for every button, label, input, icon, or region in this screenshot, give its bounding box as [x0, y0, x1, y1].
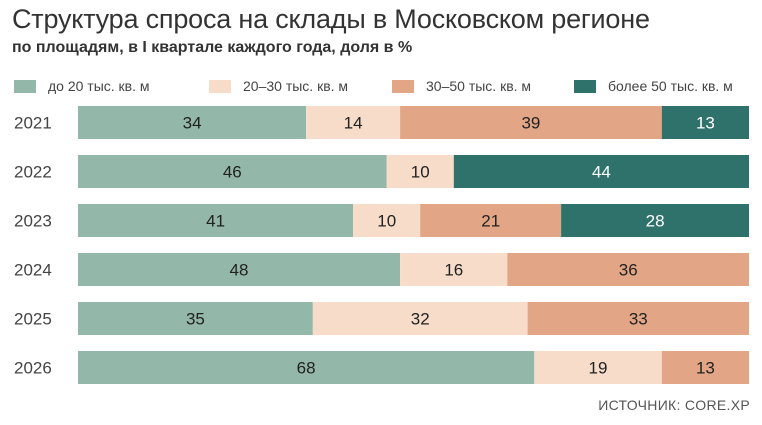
legend-label-series-1: до 20 тыс. кв. м	[48, 78, 150, 94]
data-label-2023-series-4: 28	[646, 212, 665, 231]
year-label-2021: 2021	[14, 114, 52, 133]
data-label-2021-series-4: 13	[696, 114, 715, 133]
data-label-2026-series-3: 13	[696, 359, 715, 378]
bar-2021-series-2	[306, 106, 400, 139]
legend-label-series-2: 20–30 тыс. кв. м	[243, 78, 349, 94]
data-label-2025-series-3: 33	[629, 310, 648, 329]
data-label-2022-series-1: 46	[223, 163, 242, 182]
legend: до 20 тыс. кв. м 20–30 тыс. кв. м 30–50 …	[14, 75, 750, 97]
data-label-2022-series-4: 44	[592, 163, 611, 182]
bar-2021-series-4	[661, 106, 749, 139]
year-label-2026: 2026	[14, 359, 52, 378]
bar-2022-series-1	[78, 155, 387, 188]
chart-title: Структура спроса на склады в Московском …	[12, 4, 650, 34]
data-label-2025-series-1: 35	[186, 310, 205, 329]
bar-2026-series-1	[78, 351, 535, 384]
legend-item-series-4: более 50 тыс. кв. м	[574, 75, 733, 97]
bar-2025-series-3	[527, 302, 749, 335]
bar-2022-series-2	[386, 155, 454, 188]
legend-label-series-3: 30–50 тыс. кв. м	[426, 78, 532, 94]
bar-2025-series-2	[312, 302, 528, 335]
bar-2021-series-3	[400, 106, 662, 139]
legend-swatch-series-3	[392, 79, 414, 93]
legend-item-series-1: до 20 тыс. кв. м	[14, 75, 150, 97]
bar-2023-series-4	[561, 204, 749, 237]
legend-item-series-2: 20–30 тыс. кв. м	[209, 75, 348, 97]
data-label-2023-series-3: 21	[481, 212, 500, 231]
bar-2026-series-3	[661, 351, 749, 384]
bar-2023-series-2	[353, 204, 421, 237]
data-label-2022-series-2: 10	[411, 163, 430, 182]
chart-subtitle: по площадям, в I квартале каждого года, …	[12, 39, 413, 56]
data-label-2024-series-2: 16	[444, 261, 463, 280]
legend-swatch-series-4	[574, 79, 596, 93]
bar-2022-series-4	[453, 155, 749, 188]
bar-2025-series-1	[78, 302, 313, 335]
data-label-2021-series-2: 14	[344, 114, 363, 133]
bar-2026-series-2	[534, 351, 662, 384]
bar-2023-series-1	[78, 204, 354, 237]
year-label-2025: 2025	[14, 310, 52, 329]
data-label-2021-series-1: 34	[183, 114, 202, 133]
legend-swatch-series-1	[14, 79, 36, 93]
data-label-2026-series-1: 68	[297, 359, 316, 378]
data-label-2021-series-3: 39	[521, 114, 540, 133]
year-label-2022: 2022	[14, 163, 52, 182]
bar-2024-series-3	[507, 253, 749, 286]
legend-item-series-3: 30–50 тыс. кв. м	[392, 75, 531, 97]
bar-2024-series-2	[400, 253, 508, 286]
legend-label-series-4: более 50 тыс. кв. м	[608, 78, 733, 94]
data-label-2024-series-3: 36	[619, 261, 638, 280]
data-label-2023-series-2: 10	[377, 212, 396, 231]
data-label-2023-series-1: 41	[206, 212, 225, 231]
data-label-2025-series-2: 32	[411, 310, 430, 329]
legend-swatch-series-2	[209, 79, 231, 93]
source-note: ИСТОЧНИК: CORE.XP	[598, 397, 750, 413]
data-label-2026-series-2: 19	[589, 359, 608, 378]
year-label-2024: 2024	[14, 261, 52, 280]
year-label-2023: 2023	[14, 212, 52, 231]
bar-2024-series-1	[78, 253, 401, 286]
data-label-2024-series-1: 48	[230, 261, 249, 280]
bar-2023-series-3	[420, 204, 562, 237]
bar-2021-series-1	[78, 106, 307, 139]
